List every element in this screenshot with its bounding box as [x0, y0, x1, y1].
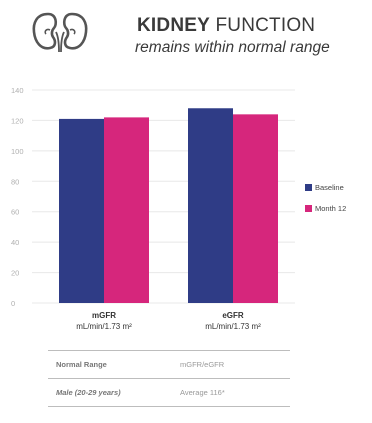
x-category-unit: mL/min/1.73 m²: [76, 322, 132, 331]
y-tick-label: 140: [11, 86, 24, 95]
legend-label: Month 12: [315, 204, 346, 213]
title-rest: FUNCTION: [210, 15, 316, 36]
y-tick-label: 40: [11, 238, 19, 247]
y-tick-label: 80: [11, 177, 19, 186]
table-row-value: mGFR/eGFR: [180, 360, 225, 369]
page-title: KIDNEY FUNCTION: [137, 15, 315, 37]
table-row-label: Male (20-29 years): [56, 388, 121, 397]
y-tick-label: 20: [11, 269, 19, 278]
y-tick-label: 0: [11, 299, 15, 308]
table-row-value: Average 116*: [180, 388, 225, 397]
bar-month-12: [233, 114, 278, 303]
bar-baseline: [188, 108, 233, 303]
legend-swatch: [305, 184, 312, 191]
y-tick-label: 100: [11, 147, 24, 156]
bar-month-12: [104, 117, 149, 303]
header: KIDNEY FUNCTION remains within normal ra…: [22, 6, 367, 58]
title-bold: KIDNEY: [137, 15, 210, 36]
y-tick-label: 120: [11, 116, 24, 125]
bar-chart: 0 20 40 60 80 100 120 140 mGFR mL/min/1.73 m² eGFR…: [11, 86, 346, 331]
y-tick-label: 60: [11, 208, 19, 217]
legend-swatch: [305, 205, 312, 212]
legend-label: Baseline: [315, 183, 344, 192]
page-subtitle: remains within normal range: [135, 39, 330, 56]
x-category-label: mGFR: [92, 311, 116, 320]
table-row: Normal Range mGFR/eGFR: [48, 350, 290, 378]
bar-baseline: [59, 118, 104, 304]
reference-table: Normal Range mGFR/eGFR Male (20-29 years…: [48, 350, 290, 407]
table-row: Male (20-29 years) Average 116*: [48, 378, 290, 407]
x-category-unit: mL/min/1.73 m²: [205, 322, 261, 331]
kidneys-icon: [32, 12, 88, 53]
table-row-label: Normal Range: [56, 360, 107, 369]
x-category-label: eGFR: [222, 311, 244, 320]
